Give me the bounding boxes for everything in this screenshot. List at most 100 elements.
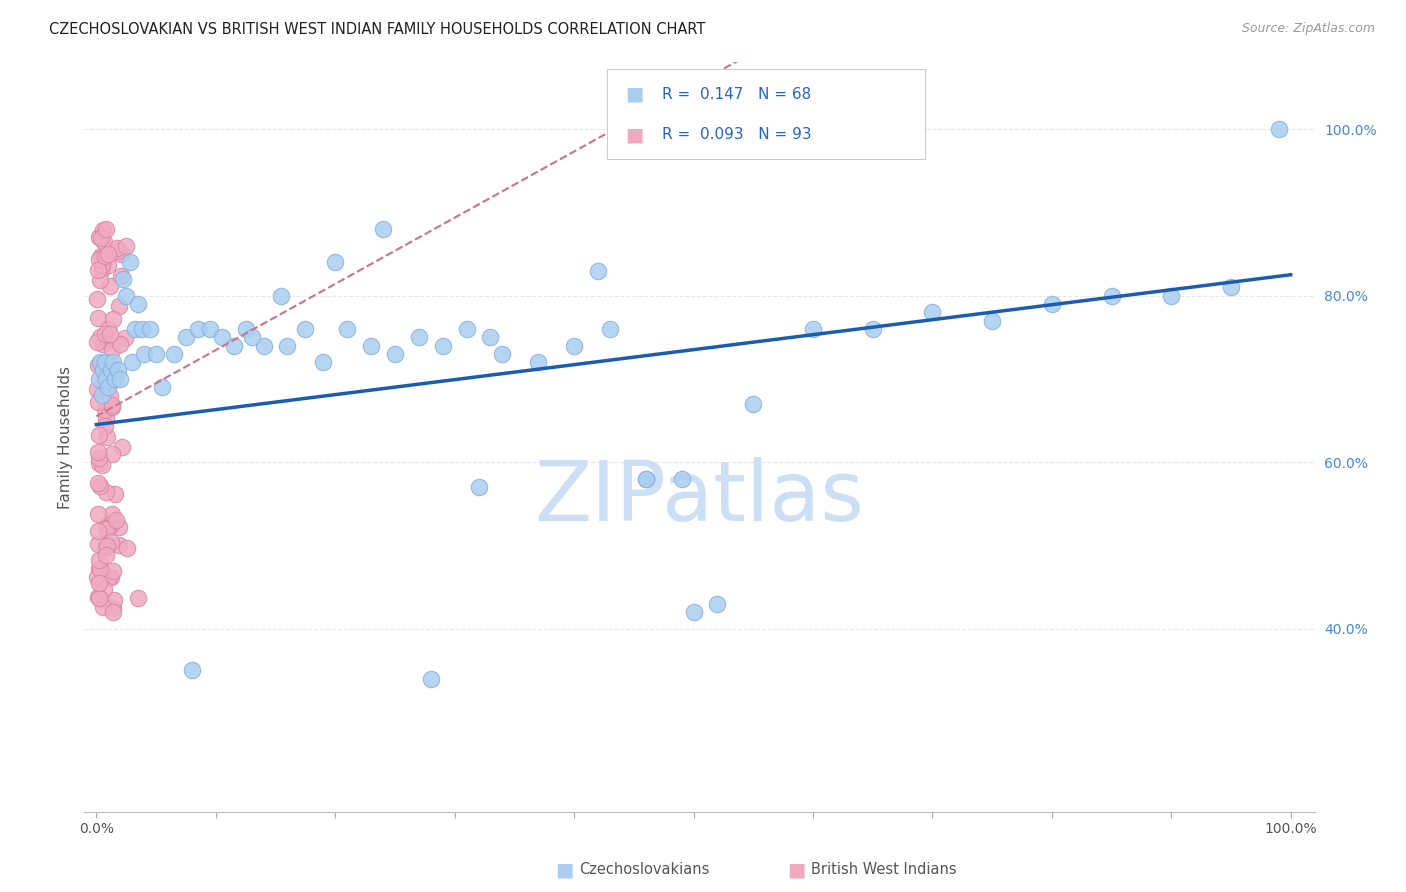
Point bbox=[91, 388, 114, 402]
Point bbox=[211, 330, 233, 344]
Y-axis label: Family Households: Family Households bbox=[58, 366, 73, 508]
Point bbox=[87, 252, 110, 267]
Text: ZIPatlas: ZIPatlas bbox=[534, 457, 865, 538]
Point bbox=[98, 389, 121, 403]
Point bbox=[252, 338, 274, 352]
Point bbox=[294, 322, 316, 336]
Text: R =  0.093   N = 93: R = 0.093 N = 93 bbox=[662, 128, 811, 143]
Point bbox=[93, 582, 115, 596]
Point bbox=[87, 395, 110, 409]
Point bbox=[91, 336, 114, 351]
Point bbox=[110, 246, 132, 260]
Point bbox=[105, 513, 128, 527]
Point bbox=[312, 355, 335, 369]
Point bbox=[101, 564, 124, 578]
Point bbox=[96, 517, 118, 532]
Point bbox=[127, 297, 149, 311]
Point bbox=[1040, 297, 1063, 311]
Point bbox=[90, 231, 112, 245]
Point bbox=[118, 255, 141, 269]
Point bbox=[90, 592, 112, 607]
Point bbox=[139, 322, 162, 336]
Point bbox=[97, 380, 120, 394]
Point bbox=[198, 322, 221, 336]
Point bbox=[682, 605, 704, 619]
Point bbox=[98, 516, 121, 531]
Point bbox=[101, 601, 124, 615]
Point bbox=[599, 322, 621, 336]
Point bbox=[408, 330, 430, 344]
Point bbox=[235, 322, 257, 336]
Point bbox=[87, 553, 110, 567]
Point bbox=[91, 599, 114, 614]
Point bbox=[180, 663, 202, 677]
Point bbox=[87, 524, 110, 538]
Point bbox=[115, 541, 138, 556]
Point bbox=[100, 518, 122, 533]
Point bbox=[419, 672, 441, 686]
Text: British West Indians: British West Indians bbox=[811, 863, 957, 877]
Point bbox=[89, 273, 111, 287]
Point bbox=[124, 322, 146, 336]
Point bbox=[323, 255, 346, 269]
Point bbox=[100, 398, 122, 412]
Point bbox=[706, 597, 728, 611]
Point bbox=[101, 507, 124, 521]
Point bbox=[100, 358, 122, 372]
Point bbox=[87, 475, 110, 490]
Point bbox=[87, 372, 110, 386]
Point bbox=[100, 363, 122, 377]
Point bbox=[110, 440, 132, 454]
Point bbox=[921, 305, 943, 319]
Point bbox=[131, 322, 153, 336]
Point bbox=[89, 479, 111, 493]
Point bbox=[360, 338, 382, 352]
Point bbox=[479, 330, 502, 344]
Point bbox=[91, 258, 114, 272]
Point bbox=[527, 355, 550, 369]
Point bbox=[87, 590, 110, 604]
Point bbox=[89, 355, 111, 369]
Point bbox=[107, 363, 129, 377]
Point bbox=[97, 247, 120, 261]
Point bbox=[108, 372, 131, 386]
Point bbox=[110, 269, 132, 284]
Point bbox=[87, 561, 110, 575]
Point bbox=[114, 331, 136, 345]
Point bbox=[91, 458, 114, 472]
Point bbox=[240, 330, 263, 344]
Point bbox=[467, 480, 489, 494]
Point bbox=[98, 279, 121, 293]
Point bbox=[981, 313, 1004, 327]
Point bbox=[110, 336, 132, 351]
Point bbox=[562, 338, 585, 352]
Point bbox=[93, 402, 115, 417]
Point bbox=[491, 347, 513, 361]
Text: ■: ■ bbox=[787, 860, 806, 880]
Point bbox=[87, 263, 110, 277]
Point bbox=[97, 376, 120, 391]
Point bbox=[371, 222, 394, 236]
Point bbox=[634, 472, 657, 486]
Point bbox=[742, 397, 765, 411]
Point bbox=[336, 322, 359, 336]
Point bbox=[93, 235, 115, 249]
Point bbox=[86, 537, 108, 551]
Point bbox=[98, 570, 121, 584]
Point bbox=[1268, 122, 1291, 136]
Point bbox=[94, 327, 117, 342]
Point bbox=[187, 322, 209, 336]
Point bbox=[86, 382, 108, 396]
Point bbox=[96, 549, 118, 563]
Point bbox=[107, 244, 129, 259]
Point bbox=[107, 538, 129, 552]
Point bbox=[87, 507, 110, 521]
Point bbox=[86, 292, 108, 306]
Point bbox=[671, 472, 693, 486]
Text: ■: ■ bbox=[555, 860, 574, 880]
Point bbox=[86, 570, 108, 584]
Point bbox=[163, 347, 186, 361]
Point bbox=[862, 322, 884, 336]
Point bbox=[103, 312, 125, 326]
Point bbox=[101, 400, 124, 414]
